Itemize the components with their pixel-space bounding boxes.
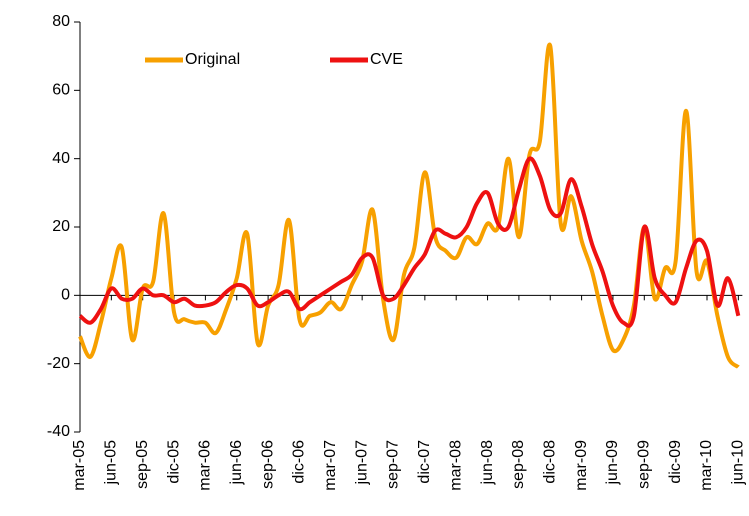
x-tick-label: mar-07 [322, 440, 339, 491]
y-tick-label: 80 [52, 13, 70, 30]
x-tick-label: jun-06 [228, 440, 245, 486]
y-tick-label: 60 [52, 82, 70, 99]
x-tick-label: sep-05 [134, 440, 151, 489]
x-tick-label: mar-05 [71, 440, 88, 491]
y-tick-label: 40 [52, 150, 70, 167]
x-tick-label: mar-10 [698, 440, 715, 491]
x-tick-label: dic-08 [541, 440, 558, 484]
y-tick-label: -20 [47, 355, 70, 372]
x-tick-label: jun-10 [730, 440, 747, 486]
series-line [78, 156, 741, 328]
x-tick-label: sep-06 [259, 440, 276, 489]
y-tick-label: 20 [52, 218, 70, 235]
x-tick-label: sep-07 [385, 440, 402, 489]
x-tick-label: sep-09 [636, 440, 653, 489]
legend-label: CVE [370, 51, 403, 68]
x-tick-label: dic-06 [291, 440, 308, 484]
y-tick-label: -40 [47, 423, 70, 440]
x-tick-label: jun-05 [103, 440, 120, 486]
x-tick-label: dic-07 [416, 440, 433, 484]
x-tick-label: jun-08 [479, 440, 496, 486]
x-tick-label: mar-09 [573, 440, 590, 491]
series-line [78, 42, 740, 369]
x-tick-label: jun-09 [604, 440, 621, 486]
legend-label: Original [185, 51, 240, 68]
x-tick-label: sep-08 [510, 440, 527, 489]
y-tick-label: 0 [61, 287, 70, 304]
x-tick-label: dic-05 [165, 440, 182, 484]
x-tick-label: mar-06 [197, 440, 214, 491]
x-tick-label: mar-08 [447, 440, 464, 491]
x-tick-label: jun-07 [353, 440, 370, 486]
x-tick-label: dic-09 [667, 440, 684, 484]
